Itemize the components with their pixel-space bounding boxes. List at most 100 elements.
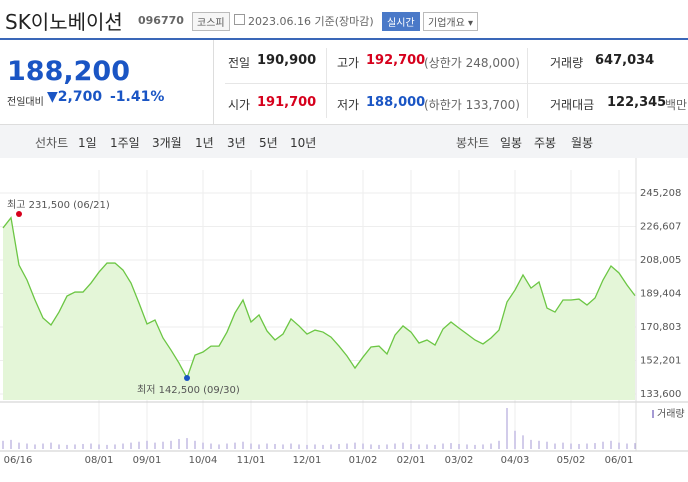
volume-bar	[26, 443, 28, 449]
stat-label: 거래대금	[550, 98, 595, 112]
divider	[225, 83, 688, 84]
tab[interactable]: 일봉	[500, 136, 523, 150]
max-dot	[16, 211, 22, 217]
volume-bar	[34, 444, 36, 449]
tab[interactable]: 주봉	[534, 136, 557, 150]
volume-bar	[394, 443, 396, 449]
volume-bar	[354, 442, 356, 449]
tab[interactable]: 10년	[290, 136, 317, 150]
company-button-label: 기업개요	[428, 18, 465, 29]
volume-bar	[234, 442, 236, 449]
volume-bar	[66, 444, 68, 449]
volume-bar	[114, 444, 116, 449]
x-tick-label: 01/02	[349, 455, 378, 466]
volume-bar	[250, 443, 252, 449]
volume-bar	[226, 443, 228, 449]
volume-bar	[178, 438, 180, 449]
x-tick-label: 04/03	[501, 455, 530, 466]
volume-bar	[522, 435, 524, 449]
divider	[213, 40, 214, 124]
price-area	[3, 217, 635, 400]
current-price: 188,200	[7, 56, 130, 87]
x-tick-label: 12/01	[293, 455, 322, 466]
volume-bar	[42, 443, 44, 449]
volume-bar	[50, 442, 52, 449]
realtime-badge[interactable]: 실시간	[382, 12, 420, 31]
volume-bar	[458, 443, 460, 449]
volume-bar	[298, 444, 300, 449]
min-dot	[184, 374, 190, 381]
tab[interactable]: 1년	[195, 136, 214, 150]
price-line	[2, 216, 636, 380]
stat-extra: (하한가 133,700)	[424, 98, 520, 112]
tab[interactable]: 1일	[78, 136, 97, 150]
volume-bar	[402, 442, 404, 449]
volume-bar	[98, 444, 100, 449]
volume-bar	[434, 444, 436, 449]
volume-bar	[10, 439, 12, 449]
volume-bar	[562, 442, 564, 449]
volume-bar	[170, 440, 172, 449]
tab[interactable]: 월봉	[571, 136, 594, 150]
volume-bar	[498, 440, 500, 449]
tab-group-label: 선차트	[35, 136, 69, 150]
change-pct: -1.41%	[110, 89, 165, 105]
min-label: 최저 142,500 (09/30)	[137, 384, 240, 396]
stat-value: 122,345	[607, 95, 667, 110]
volume-bar	[290, 443, 292, 449]
volume-bar	[594, 443, 596, 449]
stat-label: 전일	[228, 56, 251, 70]
volume-bar	[514, 430, 516, 449]
x-tick-label: 06/16	[4, 455, 33, 466]
volume-bar	[362, 443, 364, 449]
volume-bar	[90, 443, 92, 449]
tab[interactable]: 1주일	[110, 136, 140, 150]
market-badge: 코스피	[192, 12, 230, 31]
change-value: 2,700	[57, 89, 103, 105]
volume-bar	[386, 444, 388, 449]
volume-bar	[2, 440, 4, 449]
volume-bar	[58, 444, 60, 449]
volume-bar	[138, 441, 140, 449]
volume-bar	[322, 444, 324, 449]
stat-value: 647,034	[595, 53, 655, 68]
y-tick-label: 170,803	[640, 322, 681, 333]
tab[interactable]: 5년	[259, 136, 278, 150]
y-tick-label: 189,404	[640, 289, 681, 300]
volume-bar	[602, 441, 604, 449]
volume-bar	[82, 443, 84, 449]
volume-bar	[314, 444, 316, 449]
x-tick-label: 05/02	[557, 455, 586, 466]
volume-bar	[530, 439, 532, 449]
volume-bar	[538, 440, 540, 449]
tab[interactable]: 3년	[227, 136, 246, 150]
volume-bar	[306, 444, 308, 449]
volume-bar	[218, 444, 220, 449]
stock-code: 096770	[138, 14, 184, 27]
volume-bar	[578, 443, 580, 449]
tab[interactable]: 3개월	[152, 136, 182, 150]
volume-bar	[186, 438, 188, 449]
volume-bar	[634, 443, 636, 449]
divider	[527, 48, 528, 118]
x-tick-label: 02/01	[397, 455, 426, 466]
volume-bar	[490, 443, 492, 449]
company-button[interactable]: 기업개요 ▾	[423, 12, 479, 31]
volume-bar	[586, 443, 588, 449]
stat-value: 192,700	[366, 53, 426, 68]
volume-bar	[442, 443, 444, 449]
volume-bar	[242, 441, 244, 449]
volume-bar	[410, 443, 412, 449]
change-label: 전일대비	[7, 97, 44, 108]
volume-bar	[466, 444, 468, 449]
stock-name: SK이노베이션	[5, 10, 123, 34]
volume-bar	[106, 444, 108, 449]
volume-bar	[210, 443, 212, 449]
max-label: 최고 231,500 (06/21)	[7, 199, 110, 211]
tab-group-label: 봉차트	[456, 136, 490, 150]
volume-bar	[266, 443, 268, 449]
volume-bar	[338, 443, 340, 449]
volume-bar	[482, 444, 484, 449]
